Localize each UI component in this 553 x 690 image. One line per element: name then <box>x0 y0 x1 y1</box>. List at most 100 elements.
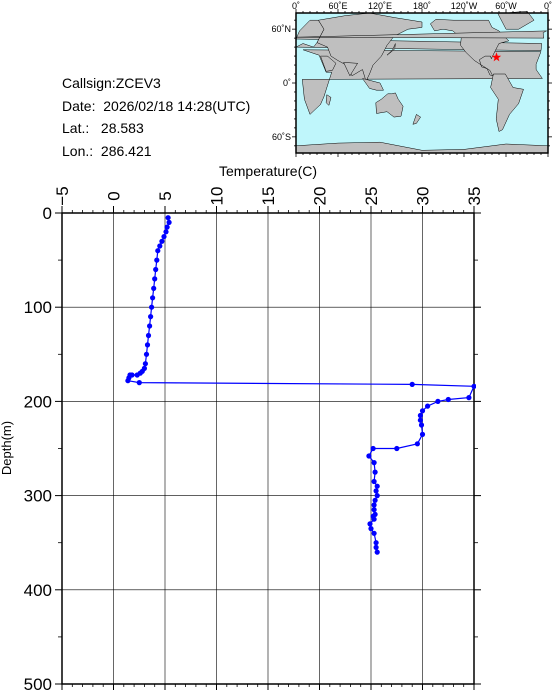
data-point <box>147 323 153 329</box>
map-lat-label: 60˚S <box>272 132 291 142</box>
x-tick-label: 15 <box>259 187 278 206</box>
temperature-series <box>125 215 476 555</box>
data-point <box>418 422 425 428</box>
data-point <box>425 403 431 409</box>
y-tick-label: 300 <box>24 487 52 506</box>
land-uk <box>296 30 547 39</box>
callsign-text: Callsign:ZCEV3 <box>62 75 161 91</box>
land-japan <box>386 43 396 56</box>
x-tick-label: −5 <box>53 186 72 205</box>
data-point <box>371 460 377 466</box>
land-india <box>343 62 359 77</box>
data-point <box>367 521 373 527</box>
map-lon-label: 60˚W <box>495 1 517 11</box>
x-tick-label: 35 <box>465 187 484 206</box>
data-point <box>371 507 377 513</box>
y-tick-label: 400 <box>24 581 52 600</box>
data-point <box>152 276 158 282</box>
data-point <box>373 544 379 551</box>
latitude-text: Lat.: 28.583 <box>62 120 144 136</box>
data-point <box>366 453 372 459</box>
x-tick-label: 0 <box>105 191 124 200</box>
data-point <box>417 412 423 419</box>
y-tick-label: 0 <box>43 204 52 223</box>
data-point <box>154 257 160 263</box>
x-tick-label: 10 <box>208 187 227 206</box>
x-axis-label: Temperature(C) <box>219 163 317 179</box>
data-point <box>370 445 376 452</box>
map-tick-marks <box>292 9 552 157</box>
data-point <box>394 445 400 452</box>
map-lon-label: 60˚E <box>328 1 347 11</box>
land-arabia <box>320 55 337 72</box>
temperature-line <box>127 217 475 553</box>
data-point <box>157 243 163 249</box>
data-point <box>419 431 426 437</box>
data-point <box>145 332 152 339</box>
data-point <box>142 361 148 367</box>
data-point <box>374 483 380 489</box>
location-map: 0˚ 60˚E 120˚E 180˚ 120˚W 60˚W 0˚ 60˚N 0˚ 60˚S <box>271 1 552 157</box>
data-point <box>372 469 378 475</box>
date-text: Date: 2026/02/18 14:28(UTC) <box>62 97 251 114</box>
map-lon-label: 120˚W <box>451 1 478 11</box>
data-point <box>435 398 441 404</box>
x-tick-label: 25 <box>362 187 381 206</box>
data-point <box>371 516 377 522</box>
data-point <box>371 502 377 508</box>
data-point <box>155 248 161 254</box>
station-marker <box>491 52 502 62</box>
star-icon <box>491 52 502 62</box>
data-point <box>414 441 420 447</box>
y-tick-label: 500 <box>24 675 52 690</box>
map-labels: 0˚ 60˚E 120˚E 180˚ 120˚W 60˚W 0˚ 60˚N 0˚ 60˚S <box>271 1 552 142</box>
map-lon-label: 120˚E <box>368 1 392 11</box>
land-madagascar <box>325 94 332 106</box>
land-s-america <box>490 73 524 132</box>
data-point <box>148 314 154 320</box>
x-tick-label: 30 <box>414 187 433 206</box>
x-tick-label: 20 <box>311 187 330 206</box>
map-lat-label: 60˚N <box>271 24 291 34</box>
map-lat-label: 0˚ <box>283 78 291 88</box>
data-point <box>373 488 379 494</box>
data-point <box>150 295 156 301</box>
data-point <box>466 395 472 401</box>
data-point <box>417 417 423 423</box>
longitude-text: Lon.: 286.421 <box>62 142 152 159</box>
y-axis-label: Depth(m) <box>0 421 14 475</box>
data-point <box>164 224 170 230</box>
data-point <box>372 497 378 503</box>
land-australia <box>375 92 404 118</box>
data-point <box>419 408 426 414</box>
land-asia <box>316 12 423 82</box>
data-point <box>409 381 415 387</box>
data-point <box>144 342 151 348</box>
land-new-zealand <box>412 114 421 125</box>
x-tick-label: 5 <box>156 191 175 200</box>
map-lon-label: 180˚ <box>413 1 431 11</box>
data-point <box>445 396 451 403</box>
data-point <box>165 215 171 221</box>
data-point <box>151 285 157 291</box>
map-lon-label: 0˚ <box>292 1 300 11</box>
data-point <box>125 378 131 384</box>
y-tick-label: 200 <box>24 392 52 411</box>
data-point <box>368 526 374 532</box>
data-point <box>371 530 377 536</box>
data-point <box>163 229 169 235</box>
data-point <box>134 372 140 378</box>
data-point <box>471 383 476 389</box>
map-lon-label: 0˚ <box>544 1 552 11</box>
data-point <box>153 266 159 273</box>
data-point <box>159 238 165 244</box>
data-point <box>161 234 167 240</box>
data-point <box>149 304 155 310</box>
y-tick-label: 100 <box>24 298 52 317</box>
profile-info: Callsign:ZCEV3 Date: 2026/02/18 14:28(UT… <box>62 72 250 162</box>
data-point <box>143 351 150 357</box>
data-point <box>371 478 377 485</box>
